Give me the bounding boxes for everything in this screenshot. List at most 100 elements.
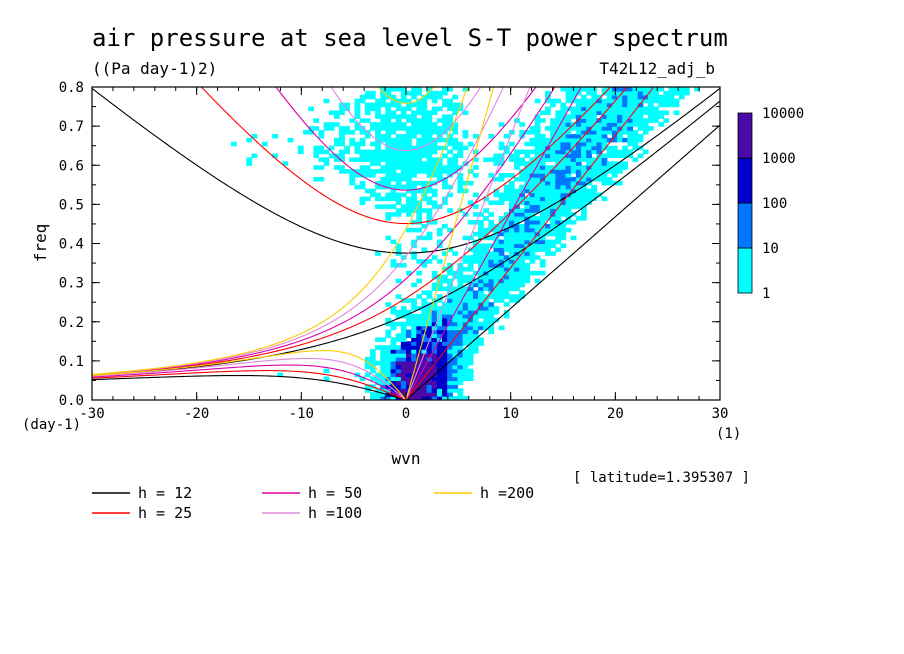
power-cell	[426, 317, 433, 323]
power-cell	[426, 294, 433, 299]
power-cell	[647, 118, 654, 123]
power-cell	[406, 356, 412, 362]
power-cell	[606, 102, 613, 108]
power-cell	[411, 188, 417, 194]
power-cell	[400, 356, 407, 362]
power-cell	[416, 227, 423, 233]
power-cell	[596, 176, 603, 182]
power-cell	[426, 188, 433, 194]
power-cell	[375, 251, 381, 256]
power-cell	[514, 149, 520, 155]
power-cell	[272, 133, 278, 139]
power-cell	[354, 110, 361, 115]
power-cell	[385, 376, 392, 382]
power-cell	[529, 259, 536, 264]
dispersion-curve	[200, 87, 612, 225]
power-cell	[431, 270, 438, 276]
power-cell	[375, 157, 381, 162]
power-cell	[550, 251, 556, 256]
power-cell	[575, 184, 582, 190]
power-cell	[436, 294, 443, 299]
power-cell	[483, 251, 489, 256]
power-cell	[503, 173, 510, 178]
power-cell	[354, 149, 361, 155]
power-cell	[632, 145, 639, 151]
power-cell	[591, 184, 598, 190]
power-cell	[581, 110, 587, 115]
power-cell	[539, 110, 546, 115]
power-cell	[426, 310, 433, 315]
power-cell	[472, 313, 479, 319]
power-cell	[390, 364, 397, 370]
power-cell	[395, 133, 402, 139]
power-cell	[606, 118, 613, 123]
power-cell	[581, 184, 587, 190]
power-cell	[416, 259, 423, 264]
power-cell	[349, 118, 356, 123]
power-cell	[354, 184, 361, 190]
power-cell	[375, 153, 381, 159]
power-cell	[395, 145, 402, 151]
power-cell	[457, 341, 464, 346]
power-cell	[617, 102, 623, 108]
power-cell	[539, 192, 546, 198]
power-cell	[395, 102, 402, 108]
power-cell	[395, 360, 402, 366]
power-cell	[406, 180, 412, 186]
power-cell	[617, 90, 623, 96]
power-cell	[539, 216, 546, 221]
power-cell	[586, 130, 592, 135]
power-cell	[591, 94, 598, 100]
power-cell	[462, 130, 469, 135]
power-cell	[400, 329, 407, 335]
power-cell	[436, 145, 443, 151]
power-cell	[375, 122, 381, 127]
power-cell	[601, 126, 608, 131]
power-cell	[375, 372, 381, 378]
power-cell	[555, 141, 562, 147]
power-cell	[442, 122, 448, 127]
power-cell	[421, 180, 428, 186]
power-cell	[647, 90, 654, 96]
power-cell	[421, 149, 428, 155]
power-cell	[462, 266, 469, 272]
power-cell	[493, 192, 500, 198]
power-cell	[411, 87, 417, 92]
power-cell	[581, 180, 587, 186]
power-cell	[514, 282, 520, 288]
power-cell	[488, 274, 495, 280]
dispersion-curve	[92, 370, 407, 400]
power-cell	[642, 87, 649, 92]
power-cell	[581, 169, 587, 174]
power-cell	[663, 94, 670, 100]
power-cell	[565, 188, 572, 194]
power-cell	[421, 313, 428, 319]
power-cell	[570, 165, 577, 170]
power-cell	[395, 122, 402, 127]
power-cell	[457, 145, 464, 151]
power-cell	[462, 313, 469, 319]
power-cell	[359, 200, 366, 205]
power-cell	[622, 126, 628, 131]
power-cell	[539, 212, 546, 217]
power-cell	[462, 329, 469, 335]
power-cell	[627, 153, 634, 159]
power-cell	[390, 321, 397, 327]
power-cell	[627, 122, 634, 127]
power-cell	[406, 149, 412, 155]
power-cell	[447, 102, 453, 108]
power-cell	[596, 94, 603, 100]
power-cell	[488, 329, 495, 335]
power-cell	[411, 337, 417, 342]
x-tick-label: -20	[184, 406, 209, 422]
power-cell	[406, 98, 412, 104]
power-cell	[668, 90, 675, 96]
power-cell	[550, 220, 556, 225]
power-cell	[375, 149, 381, 155]
power-cell	[529, 137, 536, 143]
power-cell	[478, 306, 484, 311]
power-cell	[452, 137, 459, 143]
power-cell	[457, 184, 464, 190]
power-cell	[472, 192, 479, 198]
power-cell	[617, 153, 623, 159]
